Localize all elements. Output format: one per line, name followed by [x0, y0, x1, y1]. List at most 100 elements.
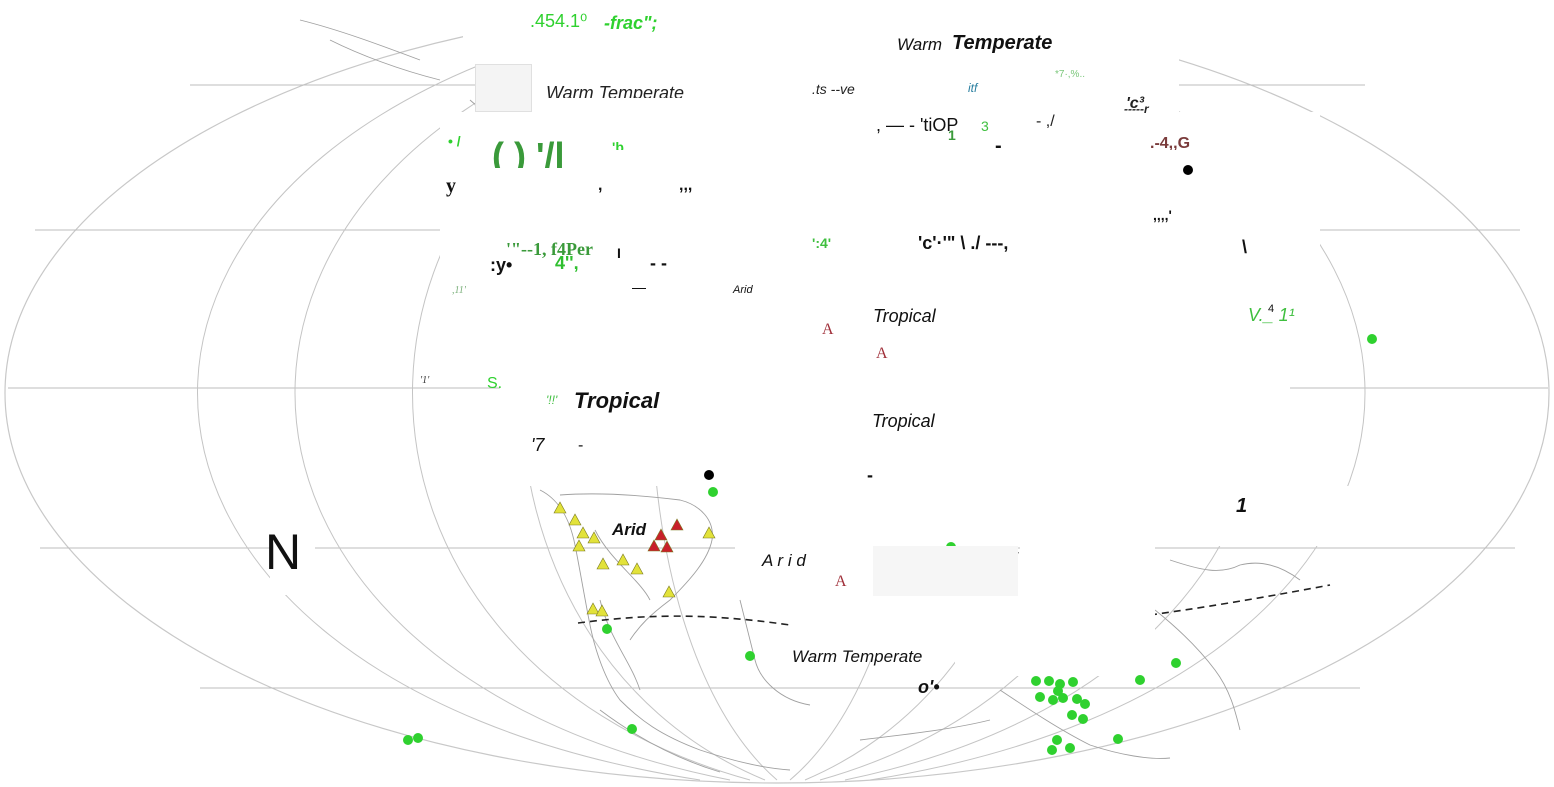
artifact-text: y — [446, 175, 456, 197]
zone-label-warm: Warm — [897, 35, 943, 54]
fossil-site-marker — [1113, 734, 1123, 744]
artifact-text: 1 — [1236, 495, 1248, 517]
mask-patch — [530, 64, 1179, 112]
fossil-site-marker — [1171, 658, 1181, 668]
artifact-text: '1' — [420, 375, 430, 386]
yellow-triangle-marker — [662, 585, 676, 598]
fossil-site-marker — [1047, 745, 1057, 755]
yellow-triangle-marker — [553, 501, 567, 514]
map-inset — [475, 64, 532, 112]
artifact-text: I — [617, 245, 621, 261]
yellow-triangle-marker — [568, 513, 582, 526]
red-triangle-marker — [647, 539, 661, 552]
artifact-text: ':4' — [812, 235, 832, 251]
artifact-text: , — [598, 177, 603, 194]
fossil-site-marker — [403, 735, 413, 745]
zone-label-tropical-lower: Tropical — [872, 411, 935, 431]
red-triangle-marker — [670, 518, 684, 531]
mask-patch — [463, 0, 1179, 64]
artifact-text: 4'', — [555, 253, 579, 273]
north-label: N — [265, 524, 302, 580]
artifact-text: ,11' — [452, 285, 466, 296]
yellow-triangle-marker — [572, 539, 586, 552]
zone-label-warm-temperate-bottom: Warm Temperate — [792, 647, 923, 666]
fossil-site-marker — [1031, 676, 1041, 686]
artifact-text: \ — [1242, 237, 1248, 257]
artifact-text: A — [876, 345, 888, 362]
fossil-site-marker — [413, 733, 423, 743]
yellow-triangle-marker — [587, 531, 601, 544]
artifact-text: A — [822, 321, 834, 338]
artifact-text: .454.1⁰ — [530, 11, 588, 31]
yellow-triangle-marker — [616, 553, 630, 566]
fossil-site-marker — [1052, 735, 1062, 745]
mask-patch — [1020, 546, 1155, 616]
yellow-triangle-marker — [630, 562, 644, 575]
artifact-text: *7·,%.. — [1055, 69, 1086, 80]
red-triangle-marker — [660, 540, 674, 553]
artifact-text: .ts --ve — [812, 81, 855, 97]
fossil-site-marker — [708, 487, 718, 497]
artifact-text: 'b — [612, 140, 624, 150]
artifact-text: - — [995, 135, 1002, 157]
artifact-text: '!!' — [546, 393, 558, 407]
black-dot-marker — [1183, 165, 1193, 175]
yellow-triangle-marker — [595, 604, 609, 617]
yellow-triangle-marker — [702, 526, 716, 539]
artifact-text: 4 — [1268, 303, 1275, 315]
artifact-text: ,,,,' — [1153, 207, 1172, 223]
artifact-text: -----r — [1124, 102, 1149, 116]
fossil-site-marker — [745, 651, 755, 661]
fossil-site-marker — [1065, 743, 1075, 753]
artifact-text: -frac"; — [604, 13, 658, 33]
fossil-site-marker — [1035, 692, 1045, 702]
zone-label-arid-bold: Arid — [612, 520, 646, 539]
fossil-site-marker — [602, 624, 612, 634]
map-inset — [873, 546, 1018, 596]
zone-label-tropical-upper: Tropical — [873, 306, 936, 326]
mask-patch — [720, 486, 1360, 546]
artifact-text: • / — [448, 133, 461, 149]
fossil-site-marker — [1072, 694, 1082, 704]
mask-patch — [735, 546, 873, 594]
yellow-triangle-marker — [586, 602, 600, 615]
artifact-text: 1 — [948, 127, 956, 143]
artifact-text: 3 — [981, 118, 989, 134]
artifact-text: S. — [487, 375, 503, 392]
fossil-site-marker — [1080, 699, 1090, 709]
mask-patch — [955, 616, 1155, 676]
artifact-text: '"--1, f4Per — [506, 239, 593, 259]
artifact-text: - — [578, 437, 584, 454]
artifact-text: o'• — [918, 677, 940, 697]
artifact-text: - - — [650, 253, 667, 273]
fossil-site-marker — [627, 724, 637, 734]
fossil-site-marker — [1078, 714, 1088, 724]
artifact-text: 'c³ — [1126, 95, 1145, 112]
artifact-text: :y• — [490, 255, 513, 275]
yellow-triangle-marker — [596, 557, 610, 570]
artifact-text: , — - 'tiOP — [876, 115, 959, 135]
fossil-site-marker — [1367, 334, 1377, 344]
underline-dash — [632, 288, 646, 289]
mask-patch — [500, 382, 1290, 486]
fossil-site-marker — [1135, 675, 1145, 685]
mask-patch — [440, 112, 1320, 382]
mask-patch — [270, 500, 315, 595]
fossil-site-marker — [1068, 677, 1078, 687]
artifact-text: ( ) '/l — [492, 138, 565, 168]
yellow-triangle-marker — [576, 526, 590, 539]
zone-label-warm-temperate-clipped: Warm Temperate — [546, 84, 685, 98]
artifact-text: ,,, — [679, 177, 693, 194]
artifact-text: - ,/ — [1036, 113, 1055, 130]
zone-label-temperate: Temperate — [952, 32, 1053, 54]
zone-label-arid-spaced: A r i d — [762, 551, 806, 570]
fossil-site-marker — [1058, 693, 1068, 703]
red-triangle-marker — [654, 528, 668, 541]
fossil-site-marker — [1067, 710, 1077, 720]
fossil-site-marker — [1048, 695, 1058, 705]
artifact-text: .-4,,G — [1150, 136, 1191, 150]
artifact-text: - — [867, 465, 873, 485]
artifact-text: itf — [968, 81, 978, 95]
artifact-text: V._ 1¹ — [1248, 305, 1295, 325]
